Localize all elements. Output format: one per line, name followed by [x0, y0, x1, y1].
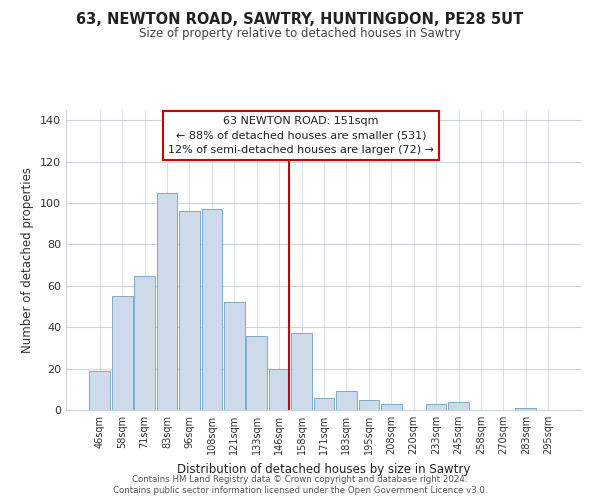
Y-axis label: Number of detached properties: Number of detached properties — [22, 167, 34, 353]
Bar — [448, 402, 469, 410]
Bar — [202, 210, 222, 410]
Bar — [112, 296, 133, 410]
Bar — [247, 336, 267, 410]
Bar — [179, 212, 200, 410]
Text: Contains public sector information licensed under the Open Government Licence v3: Contains public sector information licen… — [113, 486, 487, 495]
Bar — [359, 400, 379, 410]
Bar — [291, 334, 312, 410]
Text: 63, NEWTON ROAD, SAWTRY, HUNTINGDON, PE28 5UT: 63, NEWTON ROAD, SAWTRY, HUNTINGDON, PE2… — [76, 12, 524, 28]
Bar — [515, 408, 536, 410]
Bar — [314, 398, 334, 410]
Bar — [336, 392, 357, 410]
Bar — [89, 370, 110, 410]
Text: Contains HM Land Registry data © Crown copyright and database right 2024.: Contains HM Land Registry data © Crown c… — [132, 475, 468, 484]
Bar — [269, 368, 289, 410]
Text: 63 NEWTON ROAD: 151sqm
← 88% of detached houses are smaller (531)
12% of semi-de: 63 NEWTON ROAD: 151sqm ← 88% of detached… — [168, 116, 434, 155]
Bar — [157, 193, 178, 410]
Bar — [381, 404, 401, 410]
Bar — [224, 302, 245, 410]
Bar — [134, 276, 155, 410]
Bar — [426, 404, 446, 410]
Text: Size of property relative to detached houses in Sawtry: Size of property relative to detached ho… — [139, 27, 461, 40]
X-axis label: Distribution of detached houses by size in Sawtry: Distribution of detached houses by size … — [178, 462, 470, 475]
